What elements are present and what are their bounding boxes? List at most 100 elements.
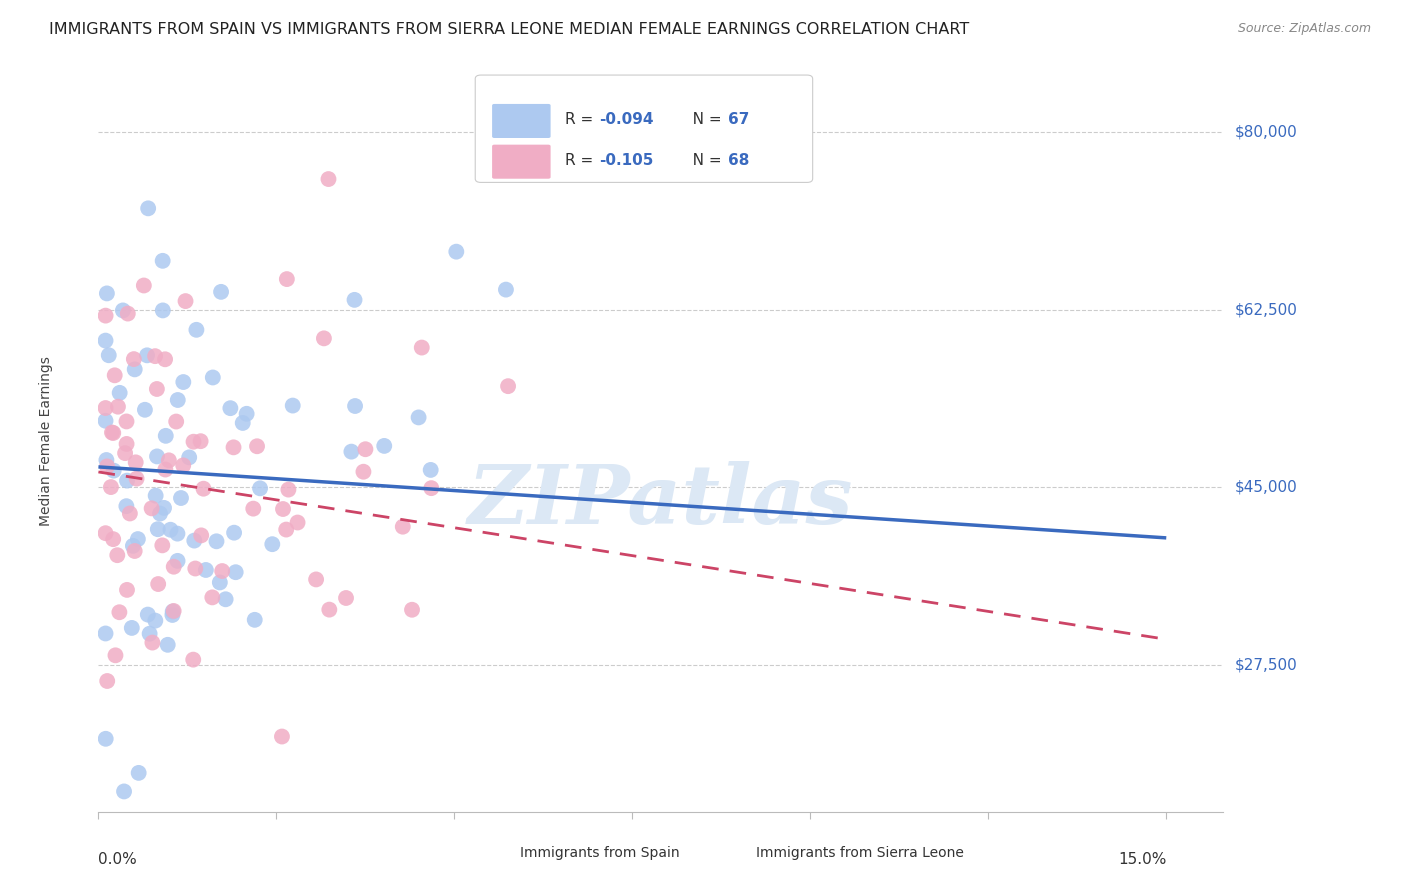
Point xyxy=(352,465,374,479)
Text: $27,500: $27,500 xyxy=(1234,657,1298,673)
Point xyxy=(318,172,340,186)
Point xyxy=(166,554,188,568)
Point xyxy=(94,626,117,640)
Point xyxy=(181,653,204,667)
Point xyxy=(104,368,127,383)
Point xyxy=(122,352,145,367)
Point xyxy=(105,548,128,562)
Point xyxy=(235,407,257,421)
Point xyxy=(134,402,156,417)
Text: N =: N = xyxy=(678,112,725,127)
Point xyxy=(111,303,134,318)
Point xyxy=(124,362,146,376)
Point xyxy=(100,480,122,494)
Point xyxy=(163,604,186,618)
Point xyxy=(242,501,264,516)
Text: $45,000: $45,000 xyxy=(1234,480,1298,495)
Point xyxy=(277,483,299,497)
Point xyxy=(94,401,117,415)
Point xyxy=(312,331,335,345)
Point xyxy=(209,285,232,299)
Point xyxy=(343,293,366,307)
Point xyxy=(97,348,120,362)
Point xyxy=(108,605,131,619)
Point xyxy=(125,472,148,486)
Point xyxy=(150,538,173,552)
Point xyxy=(122,539,145,553)
Point xyxy=(94,731,117,746)
FancyBboxPatch shape xyxy=(703,840,748,867)
Point xyxy=(305,573,328,587)
Point xyxy=(163,559,186,574)
Point xyxy=(157,453,180,467)
Point xyxy=(138,626,160,640)
Point xyxy=(115,582,138,597)
Point xyxy=(420,481,443,495)
Text: N =: N = xyxy=(678,153,725,168)
Point xyxy=(219,401,242,416)
Point xyxy=(107,400,129,414)
Point xyxy=(155,429,177,443)
Point xyxy=(115,499,138,513)
Text: R =: R = xyxy=(565,153,599,168)
Point xyxy=(170,491,193,505)
Point xyxy=(96,459,118,474)
Text: IMMIGRANTS FROM SPAIN VS IMMIGRANTS FROM SIERRA LEONE MEDIAN FEMALE EARNINGS COR: IMMIGRANTS FROM SPAIN VS IMMIGRANTS FROM… xyxy=(49,22,970,37)
Point xyxy=(115,474,138,488)
Point xyxy=(117,307,139,321)
FancyBboxPatch shape xyxy=(492,145,551,178)
Point xyxy=(318,602,340,616)
Point xyxy=(246,439,269,453)
Point xyxy=(103,425,125,440)
Point xyxy=(143,349,166,363)
Point xyxy=(162,607,184,622)
Point xyxy=(153,500,176,515)
Point xyxy=(101,532,124,546)
Point xyxy=(222,441,245,455)
Point xyxy=(335,591,357,605)
Point xyxy=(276,523,298,537)
Point xyxy=(162,605,184,619)
Point xyxy=(146,450,169,464)
Point xyxy=(143,614,166,628)
Point xyxy=(496,379,519,393)
Point xyxy=(419,463,441,477)
Point xyxy=(211,564,233,578)
Point xyxy=(271,502,294,516)
Point xyxy=(281,399,304,413)
FancyBboxPatch shape xyxy=(475,75,813,183)
Point xyxy=(287,516,309,530)
Point xyxy=(141,501,163,516)
Point xyxy=(172,458,194,473)
FancyBboxPatch shape xyxy=(467,840,512,867)
Point xyxy=(94,414,117,428)
Point xyxy=(115,414,138,428)
Point xyxy=(495,283,517,297)
Point xyxy=(194,563,217,577)
Point xyxy=(112,784,135,798)
Point xyxy=(201,591,224,605)
Point xyxy=(156,638,179,652)
Point xyxy=(193,482,215,496)
Point xyxy=(132,278,155,293)
Point xyxy=(94,334,117,348)
Point xyxy=(166,392,188,407)
Point xyxy=(190,528,212,542)
Point xyxy=(243,613,266,627)
Text: $80,000: $80,000 xyxy=(1234,125,1298,140)
Point xyxy=(103,464,125,478)
Text: 67: 67 xyxy=(728,112,749,127)
Point xyxy=(225,565,247,579)
Point xyxy=(401,603,423,617)
Point xyxy=(148,577,170,591)
Point xyxy=(232,416,254,430)
Point xyxy=(172,375,194,389)
Text: $62,500: $62,500 xyxy=(1234,302,1298,318)
Point xyxy=(276,272,298,286)
Point xyxy=(190,434,212,449)
Point xyxy=(183,533,205,548)
Point xyxy=(411,341,433,355)
Point xyxy=(149,507,172,521)
Point xyxy=(94,526,117,541)
Point xyxy=(104,648,127,663)
